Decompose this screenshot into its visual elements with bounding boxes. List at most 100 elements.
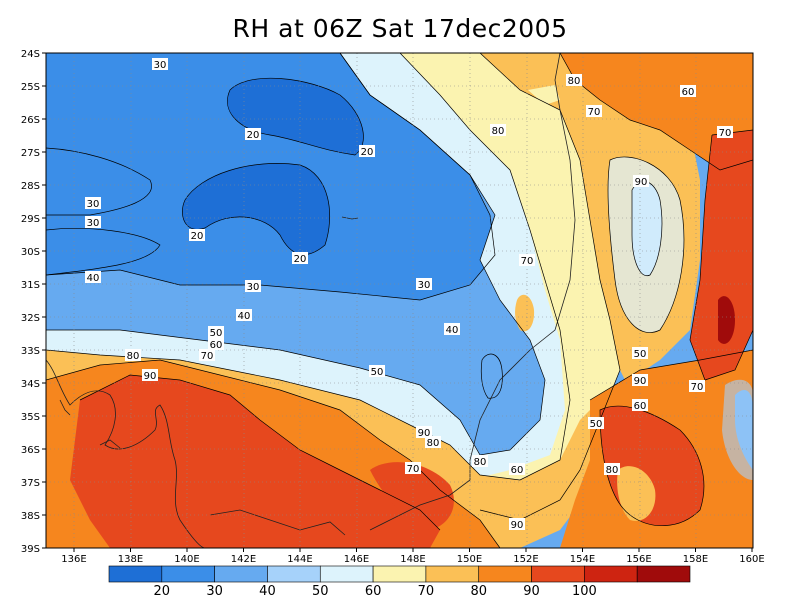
contour-label: 90	[511, 520, 524, 531]
contour-label: 70	[407, 464, 420, 475]
lat-tick-label: 26S	[21, 115, 40, 126]
lon-tick-label: 146E	[344, 554, 369, 565]
lon-tick-label: 160E	[739, 554, 764, 565]
contour-label: 80	[474, 457, 487, 468]
lon-tick-label: 156E	[626, 554, 651, 565]
contour-label: 80	[606, 465, 619, 476]
contour-label: 90	[418, 428, 431, 439]
contour-label-bg	[199, 349, 215, 361]
colorbar: 20 30 40 50 60 70 80 90 100	[108, 565, 691, 599]
contour-label-bg	[632, 347, 648, 359]
contour-label-bg	[588, 417, 604, 429]
contour-label-bg	[509, 518, 525, 530]
colorbar-label: 60	[365, 584, 382, 599]
band-60-70-top	[528, 85, 560, 105]
contour-label-bg	[292, 252, 308, 264]
lon-tick-label: 148E	[400, 554, 425, 565]
contour-label-bg	[689, 380, 705, 392]
contour-label: 80	[568, 76, 581, 87]
lat-tick-label: 28S	[21, 181, 40, 192]
colorbar-swatch	[425, 565, 480, 583]
contour-label: 40	[87, 273, 100, 284]
lat-tick-label: 31S	[21, 280, 40, 291]
contour-label: 60	[511, 465, 524, 476]
lat-tick-label: 29S	[21, 214, 40, 225]
lat-tick-label: 32S	[21, 313, 40, 324]
contour-label: 40	[446, 325, 459, 336]
contour-label: 70	[691, 382, 704, 393]
band-50-60-edge	[722, 379, 753, 480]
lon-axis: 136E 138E 140E 142E 144E 146E 148E 150E 152E 154E…	[61, 548, 765, 565]
lon-tick-label: 140E	[174, 554, 199, 565]
coastline	[46, 53, 576, 548]
lat-tick-label: 34S	[21, 379, 40, 390]
plot-title: RH at 06Z Sat 17dec2005	[232, 14, 568, 43]
colorbar-swatch	[267, 565, 321, 583]
colorbar-swatch	[584, 565, 638, 583]
contour-label-bg	[85, 216, 101, 228]
contour-label-bg	[416, 426, 432, 438]
plot-frame	[45, 52, 754, 549]
contour-label-bg	[416, 278, 432, 290]
lon-tick-label: 152E	[513, 554, 538, 565]
band-70-80-pocket	[515, 294, 535, 332]
colorbar-label: 20	[154, 584, 171, 599]
colorbar-swatch	[636, 565, 691, 583]
contour-label-bg	[236, 309, 252, 321]
contour-label: 20	[294, 254, 307, 265]
contour-label-bg	[425, 436, 441, 448]
lat-tick-label: 25S	[21, 82, 40, 93]
band-80-90-ne	[560, 53, 753, 170]
contour-label-bg	[152, 58, 168, 70]
contour-label-bg	[519, 254, 535, 266]
lon-tick-label: 138E	[118, 554, 143, 565]
contour-label-bg	[604, 463, 620, 475]
lon-tick-label: 150E	[457, 554, 482, 565]
contour-label-bg	[586, 105, 602, 117]
lat-axis: 24S 25S 26S 27S 28S 29S 30S 31S 32S 33S 34S 35S 36S 3…	[21, 49, 46, 555]
colorbar-swatch	[161, 565, 215, 583]
contour-label-bg	[472, 455, 488, 467]
contour-label: 80	[127, 351, 140, 362]
contour-label-bg	[359, 145, 375, 157]
contour-label-bg	[208, 338, 224, 350]
contour-label-bg	[85, 271, 101, 283]
band-50-60-east	[607, 156, 684, 333]
colorbar-swatch	[319, 565, 374, 583]
contour-label-bg	[189, 229, 205, 241]
lat-tick-label: 39S	[21, 544, 40, 555]
lat-tick-label: 36S	[21, 445, 40, 456]
contour-label-bg	[490, 124, 506, 136]
contour-label: 30	[247, 282, 260, 293]
colorbar-swatch	[531, 565, 585, 583]
contour-label: 50	[210, 328, 223, 339]
contour-label-bg	[85, 197, 101, 209]
contour-label-bg	[208, 326, 224, 338]
contour-label-bg	[245, 128, 261, 140]
contour-label-bg	[405, 462, 421, 474]
lat-tick-label: 38S	[21, 511, 40, 522]
contour-label-bg	[245, 280, 261, 292]
filled-contours	[46, 53, 753, 548]
contour-label: 60	[634, 401, 647, 412]
contour-label: 60	[210, 340, 223, 351]
contour-label-bg	[717, 126, 733, 138]
contour-label: 30	[87, 199, 100, 210]
colorbar-label: 90	[523, 584, 540, 599]
band-100-plus	[718, 296, 735, 344]
band-40-50-pocket	[481, 354, 503, 399]
band-60-70	[400, 53, 620, 520]
contour-label: 50	[371, 367, 384, 378]
contour-label-bg	[444, 323, 460, 335]
lon-tick-label: 158E	[683, 554, 708, 565]
contour-label: 30	[154, 60, 167, 71]
contour-label: 80	[492, 126, 505, 137]
colorbar-swatch	[108, 565, 163, 583]
contour-label-bg	[632, 374, 648, 386]
contour-label-bg	[509, 463, 525, 475]
contour-label: 70	[719, 128, 732, 139]
lon-tick-label: 136E	[61, 554, 86, 565]
colorbar-swatch	[214, 565, 268, 583]
contour-label-bg	[125, 349, 141, 361]
